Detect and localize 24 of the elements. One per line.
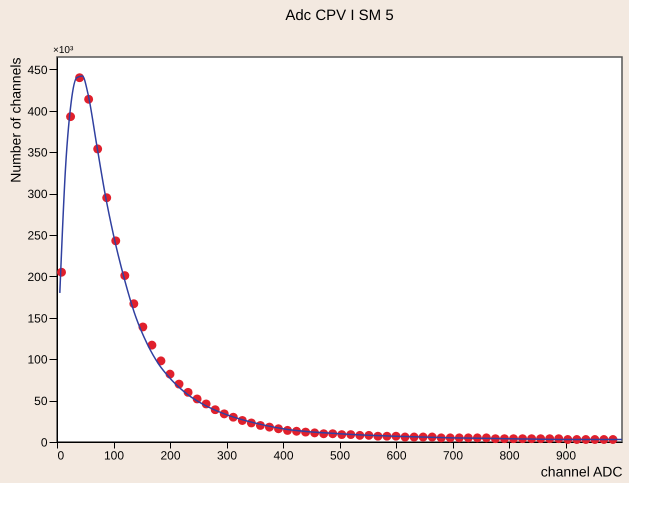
y-tick-label: 400 [27, 104, 48, 118]
x-tick-label: 100 [104, 448, 124, 462]
x-tick-label: 0 [58, 448, 64, 462]
y-tick-label: 350 [27, 146, 48, 160]
y-tick-label: 250 [27, 228, 48, 243]
x-axis-title: channel ADC [540, 464, 622, 480]
y-tick-label: 200 [27, 270, 48, 284]
x-tick-label: 800 [499, 448, 520, 462]
y-tick-label: 50 [34, 394, 48, 408]
y-tick-label: 300 [27, 187, 48, 202]
y-tick-label: 150 [27, 311, 48, 326]
x-tick-label: 400 [273, 448, 294, 462]
x-tick-label: 300 [216, 448, 238, 462]
x-tick-label: 900 [556, 448, 576, 462]
y-axis-title: Number of channels [7, 58, 24, 183]
y-tick-label: 100 [27, 352, 48, 367]
y-tick-label: 450 [27, 62, 48, 77]
x-tick-label: 500 [330, 448, 350, 462]
text: ×10³ [53, 45, 74, 56]
y-tick-label: 0 [40, 436, 48, 450]
x-tick-label: 700 [442, 448, 464, 462]
chart-title: Adc CPV I SM 5 [285, 7, 394, 24]
x-tick-label: 200 [160, 448, 181, 462]
x-tick-label: 600 [386, 448, 407, 462]
